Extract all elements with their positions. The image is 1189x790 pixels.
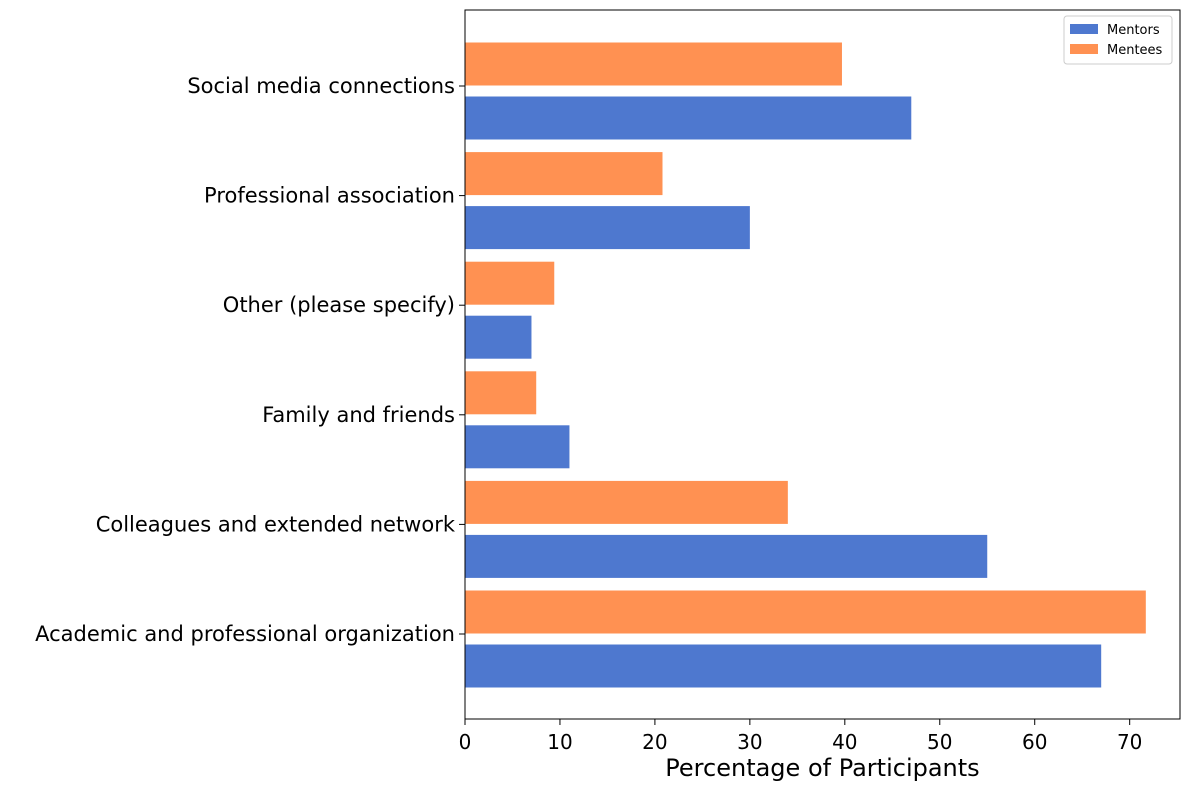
plot-frame bbox=[464, 9, 1181, 720]
x-tick-label-4: 40 bbox=[832, 730, 857, 754]
y-tick-label-0: Academic and professional organization bbox=[35, 622, 455, 646]
bar-mentors-3 bbox=[465, 315, 532, 359]
legend-swatch-mentees bbox=[1070, 44, 1098, 54]
y-tick-label-3: Other (please specify) bbox=[223, 293, 455, 317]
x-tick-label-5: 50 bbox=[927, 730, 952, 754]
y-tick-label-2: Family and friends bbox=[262, 403, 455, 427]
bar-mentees-0 bbox=[465, 590, 1146, 634]
x-tick-label-2: 20 bbox=[642, 730, 667, 754]
y-tick-label-1: Colleagues and extended network bbox=[96, 512, 456, 536]
y-axis: Academic and professional organization Co… bbox=[35, 74, 465, 646]
bar-mentors-2 bbox=[465, 425, 570, 469]
y-tick-label-5: Social media connections bbox=[187, 74, 455, 98]
legend-label-mentors: Mentors bbox=[1107, 23, 1160, 38]
bar-mentees-5 bbox=[465, 42, 842, 86]
x-tick-label-3: 30 bbox=[737, 730, 762, 754]
bar-mentors-5 bbox=[465, 96, 912, 140]
x-tick-label-0: 0 bbox=[459, 730, 472, 754]
bar-mentees-3 bbox=[465, 261, 555, 305]
bar-mentees-2 bbox=[465, 371, 537, 415]
bar-mentors-1 bbox=[465, 534, 988, 578]
y-tick-label-4: Professional association bbox=[204, 184, 455, 208]
legend-swatch-mentors bbox=[1070, 24, 1098, 34]
x-tick-label-7: 70 bbox=[1117, 730, 1142, 754]
x-axis-title: Percentage of Participants bbox=[665, 754, 979, 782]
bar-mentors-4 bbox=[465, 206, 750, 250]
x-tick-label-1: 10 bbox=[547, 730, 572, 754]
bar-mentors-0 bbox=[465, 644, 1102, 688]
bar-mentees-1 bbox=[465, 480, 788, 524]
legend: Mentors Mentees bbox=[1063, 15, 1173, 65]
x-axis: 0 10 20 30 40 50 60 70 bbox=[459, 719, 1142, 754]
bars-group bbox=[465, 42, 1146, 688]
bar-mentees-4 bbox=[465, 152, 663, 196]
legend-label-mentees: Mentees bbox=[1107, 43, 1163, 58]
x-tick-label-6: 60 bbox=[1022, 730, 1047, 754]
